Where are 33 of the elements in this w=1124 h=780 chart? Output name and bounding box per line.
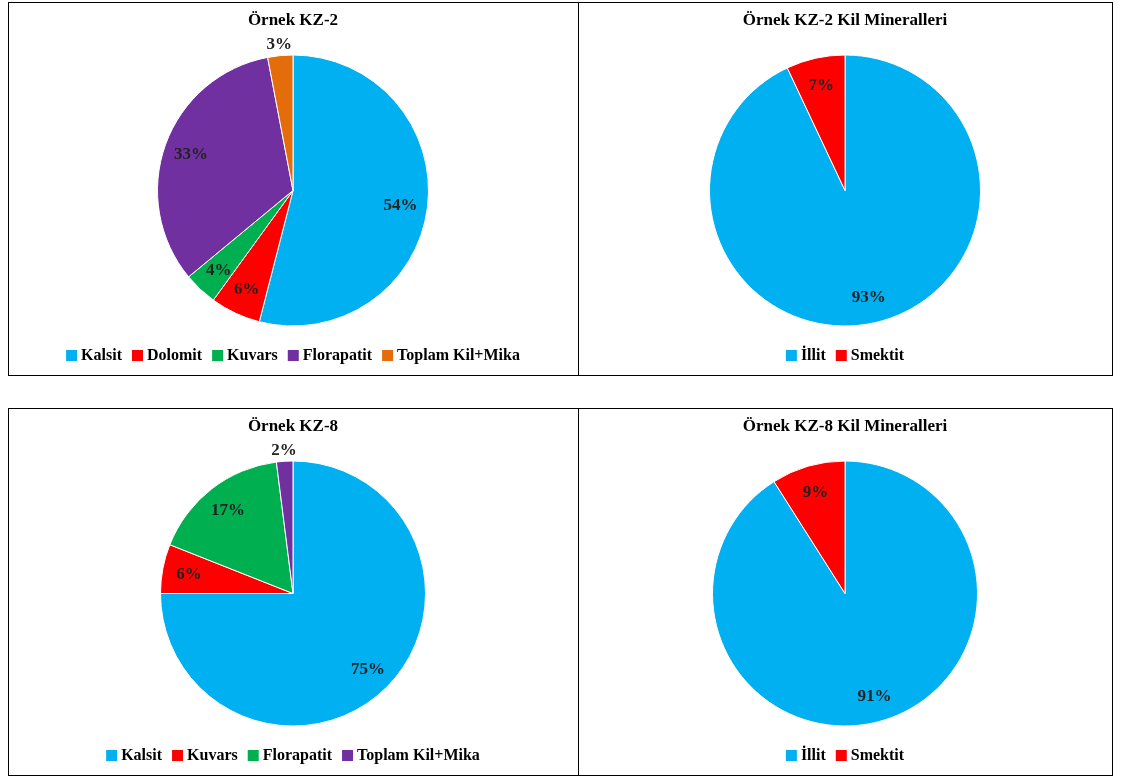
data-label: 91% bbox=[857, 685, 892, 705]
pie-slice bbox=[709, 54, 981, 327]
chart-title: Örnek KZ-8 Kil Mineralleri bbox=[742, 416, 948, 435]
data-label: 33% bbox=[174, 144, 209, 164]
legend-label: Toplam Kil+Mika bbox=[397, 346, 520, 364]
data-label: 75% bbox=[350, 658, 385, 678]
legend-label: Smektit bbox=[850, 346, 905, 363]
data-label: 17% bbox=[211, 500, 246, 520]
data-label: 93% bbox=[851, 286, 886, 306]
data-label: 3% bbox=[266, 34, 292, 54]
data-label: 7% bbox=[808, 75, 835, 95]
legend-label: Florapatit bbox=[302, 346, 373, 364]
legend-label: Kuvars bbox=[187, 746, 238, 763]
pie-slice bbox=[712, 460, 978, 727]
legend-label: Smektit bbox=[850, 746, 905, 763]
data-label: 6% bbox=[176, 564, 202, 584]
chart-title: Örnek KZ-8 bbox=[247, 416, 339, 435]
legend-label: Kuvars bbox=[227, 346, 278, 363]
legend-label: Toplam Kil+Mika bbox=[357, 746, 480, 764]
legend-label: Kalsit bbox=[121, 746, 163, 763]
legend-label: Kalsit bbox=[81, 346, 123, 363]
data-label: 54% bbox=[383, 194, 418, 214]
pie-slice bbox=[160, 460, 426, 727]
data-label: 6% bbox=[234, 279, 260, 299]
legend-label: İllit bbox=[800, 745, 827, 763]
chart-title: Örnek KZ-2 Kil Mineralleri bbox=[742, 10, 948, 29]
chart-title: Örnek KZ-2 bbox=[247, 10, 339, 29]
data-label: 4% bbox=[206, 260, 232, 280]
legend-label: İllit bbox=[800, 345, 827, 363]
data-label: 2% bbox=[271, 439, 297, 459]
data-label: 9% bbox=[802, 482, 829, 502]
legend-label: Florapatit bbox=[262, 746, 333, 764]
legend-label: Dolomit bbox=[147, 346, 203, 363]
